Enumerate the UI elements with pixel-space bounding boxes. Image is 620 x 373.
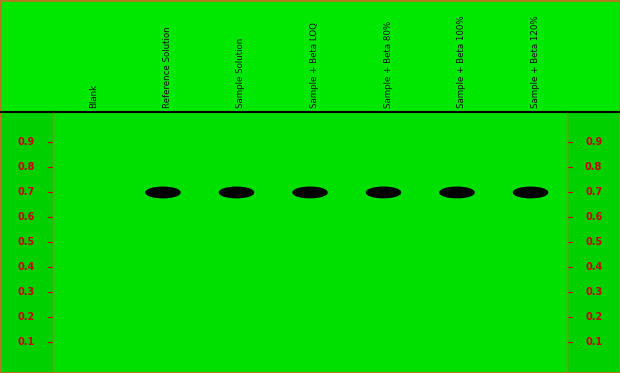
Text: Sample + Beta 120%: Sample + Beta 120%: [531, 16, 539, 108]
Text: 0.9: 0.9: [18, 138, 35, 147]
Text: Sample + Beta 80%: Sample + Beta 80%: [384, 21, 392, 108]
Text: Reference Solution: Reference Solution: [163, 26, 172, 108]
Text: 0.2: 0.2: [585, 313, 602, 322]
Text: 0.1: 0.1: [18, 338, 35, 347]
Ellipse shape: [219, 187, 254, 198]
Text: 0.4: 0.4: [18, 263, 35, 272]
Text: 0.9: 0.9: [585, 138, 602, 147]
Text: 0.5: 0.5: [18, 238, 35, 247]
Text: 0.7: 0.7: [585, 188, 602, 197]
Text: 0.2: 0.2: [18, 313, 35, 322]
Text: 0.3: 0.3: [585, 288, 602, 297]
Text: 0.6: 0.6: [18, 213, 35, 222]
Text: Sample + Beta 100%: Sample + Beta 100%: [457, 16, 466, 108]
Text: 0.4: 0.4: [585, 263, 602, 272]
Ellipse shape: [513, 187, 547, 198]
Ellipse shape: [146, 187, 180, 198]
Text: 0.8: 0.8: [585, 163, 603, 172]
Text: 0.6: 0.6: [585, 213, 602, 222]
Text: Blank: Blank: [89, 84, 99, 108]
Text: Sample + Beta LOQ: Sample + Beta LOQ: [310, 22, 319, 108]
Text: 0.3: 0.3: [18, 288, 35, 297]
Bar: [0, 112, 53, 373]
Ellipse shape: [366, 187, 401, 198]
Bar: [53, 112, 567, 373]
Ellipse shape: [293, 187, 327, 198]
Text: 0.8: 0.8: [17, 163, 35, 172]
Text: 0.5: 0.5: [585, 238, 602, 247]
Text: 0.7: 0.7: [18, 188, 35, 197]
Bar: [567, 112, 620, 373]
Text: 0.1: 0.1: [585, 338, 602, 347]
Text: Sample Solution: Sample Solution: [236, 38, 246, 108]
Ellipse shape: [440, 187, 474, 198]
